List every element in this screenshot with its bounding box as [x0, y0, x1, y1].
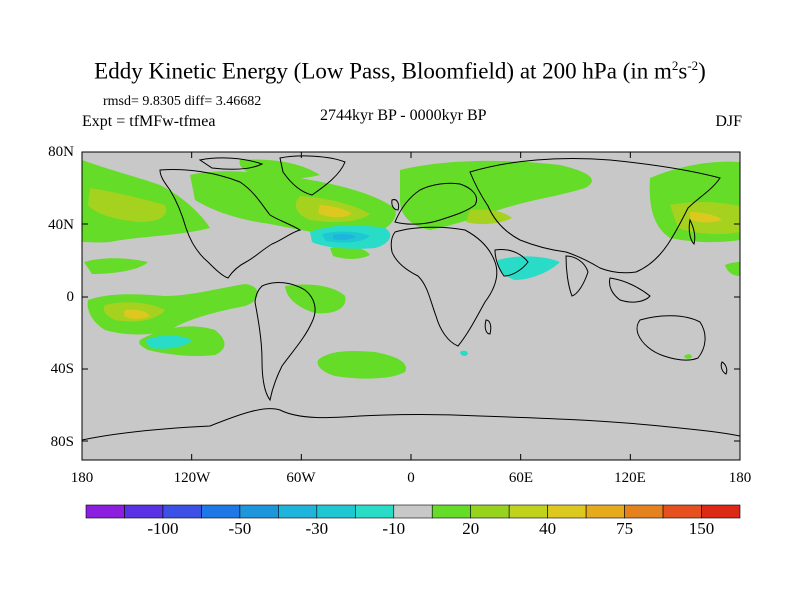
colorbar-swatch — [508, 504, 548, 519]
lat-label-40s: 40S — [50, 361, 74, 377]
colorbar-label: 150 — [688, 519, 715, 538]
coast-southeast-asia — [609, 277, 651, 303]
colorbar-swatch — [585, 504, 625, 519]
anomaly-europe-asia — [400, 160, 592, 230]
coast-uk — [391, 199, 400, 211]
anomaly-mid-pacific-east — [330, 246, 370, 259]
colorbar-swatch — [393, 504, 433, 519]
coast-africa — [390, 226, 498, 347]
experiment-label: Expt = tfMFw-tfmea — [82, 113, 216, 130]
lon-label-180e: 180 — [728, 470, 752, 486]
anomaly-north-atlantic-peak — [318, 205, 352, 218]
colorbar-swatch — [162, 504, 202, 519]
colorbar-swatch — [624, 504, 664, 519]
colorbar-swatch — [701, 504, 741, 519]
coast-arctic-islands — [198, 157, 264, 170]
colorbar-swatch — [470, 504, 510, 519]
lon-label-180w: 180 — [70, 470, 94, 486]
lon-label-120w: 120W — [173, 470, 211, 486]
coast-north-america — [159, 169, 302, 279]
coast-greenland — [279, 155, 346, 196]
anomaly-south-pacific-negative — [145, 335, 192, 349]
coast-asia — [469, 158, 721, 274]
coastlines — [82, 155, 740, 441]
colorbar-swatch — [239, 504, 279, 519]
colorbar-swatch — [431, 504, 472, 519]
coast-europe — [394, 182, 477, 225]
period-label: 2744kyr BP - 0000kyr BP — [320, 107, 487, 124]
coast-arabia — [494, 249, 529, 277]
coast-south-america — [254, 282, 316, 402]
coast-india — [565, 255, 589, 297]
coast-australia — [636, 315, 706, 361]
colorbar-swatch — [201, 504, 241, 519]
colorbar-label: -50 — [228, 519, 252, 538]
anomaly-mid-pacific-west — [84, 258, 148, 274]
lon-label-120e: 120E — [614, 470, 646, 486]
lat-label-80n: 80N — [48, 144, 74, 160]
colorbar-label: -10 — [382, 519, 406, 538]
colorbar-label: 40 — [539, 519, 557, 538]
axis-ticks — [81, 151, 741, 460]
colorbar-swatch — [316, 504, 356, 519]
anomaly-north-pacific-core — [88, 188, 167, 222]
field-layer — [82, 152, 740, 460]
anomaly-south-pacific-peak — [124, 309, 150, 319]
lon-label-0: 0 — [407, 470, 415, 486]
colorbar-swatch — [354, 504, 395, 519]
colorbar-label: -30 — [305, 519, 329, 538]
colorbar-label: -100 — [147, 519, 179, 538]
stats-label: rmsd= 9.8305 diff= 3.46682 — [103, 94, 262, 109]
colorbar-swatch — [547, 504, 587, 519]
coast-japan — [688, 218, 696, 245]
colorbar-swatch — [85, 504, 125, 519]
coast-new-zealand — [720, 361, 728, 375]
lon-label-60w: 60W — [286, 470, 316, 486]
anomaly-north-canada — [239, 159, 320, 179]
colorbar — [85, 504, 741, 519]
anomaly-australia-dot — [684, 354, 692, 359]
anomaly-south-pacific — [87, 284, 258, 335]
lat-label-40n: 40N — [48, 217, 74, 233]
anomaly-south-atlantic-north — [285, 284, 346, 314]
lon-label-60e: 60E — [508, 470, 534, 486]
colorbar-label: 75 — [616, 519, 634, 538]
anomaly-pacific-edge — [725, 262, 740, 276]
anomaly-indian-dot — [460, 350, 468, 357]
coast-madagascar — [484, 319, 492, 335]
anomaly-atlantic-negative-peak — [333, 233, 356, 241]
lat-label-0: 0 — [66, 289, 75, 305]
coast-antarctica — [82, 408, 740, 441]
anomaly-europe-core — [466, 209, 512, 225]
colorbar-swatch — [278, 504, 318, 519]
season-label: DJF — [715, 113, 742, 130]
map-title: Eddy Kinetic Energy (Low Pass, Bloomfiel… — [94, 58, 706, 84]
anomaly-south-atlantic — [317, 350, 406, 379]
colorbar-swatch — [124, 504, 164, 519]
colorbar-label: 20 — [462, 519, 480, 538]
lat-label-80s: 80S — [50, 434, 74, 450]
anomaly-asia-east-peak — [690, 212, 722, 223]
colorbar-swatch — [662, 504, 702, 519]
